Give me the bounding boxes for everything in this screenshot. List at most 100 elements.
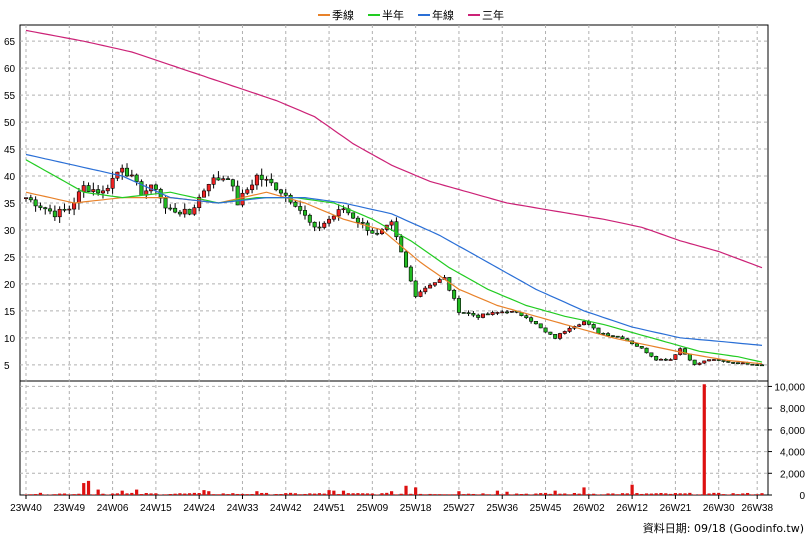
volume-bar-90 [457, 491, 461, 495]
candle-body-2 [33, 199, 38, 207]
volume-bar-128 [640, 493, 644, 495]
volume-bar-12 [82, 483, 86, 495]
candle-body-36 [197, 196, 202, 208]
volume-bar-137 [683, 493, 687, 495]
volume-bar-114 [572, 492, 576, 495]
volume-bar-69 [356, 493, 360, 495]
volume-bar-80 [409, 493, 413, 495]
volume-bar-65 [337, 494, 341, 495]
candle-body-115 [577, 324, 582, 327]
candle-body-32 [177, 211, 182, 215]
candle-body-129 [644, 347, 649, 354]
volume-bar-141 [702, 384, 706, 495]
volume-bar-61 [317, 493, 322, 495]
x-tick-label-3: 24W15 [140, 503, 172, 514]
candle-body-35 [192, 207, 197, 215]
candle-body-144 [716, 359, 721, 361]
candle-body-38 [206, 184, 211, 192]
volume-bar-127 [635, 493, 639, 495]
price-tick-label-9: 50 [4, 118, 16, 129]
candle-body-122 [610, 335, 615, 337]
volume-bar-87 [442, 494, 447, 495]
volume-bar-32 [178, 493, 182, 495]
candle-body-53 [278, 189, 283, 194]
candle-body-14 [91, 189, 96, 192]
volume-bar-96 [486, 494, 490, 495]
x-tick-label-2: 24W06 [97, 503, 129, 514]
volume-bar-91 [462, 494, 466, 495]
candle-body-139 [692, 359, 697, 365]
volume-tick-label-4: 8,000 [780, 404, 805, 415]
candle-body-44 [235, 185, 240, 206]
volume-bar-149 [741, 493, 745, 495]
candle-body-133 [663, 358, 668, 361]
candle-body-34 [187, 208, 192, 215]
candle-body-62 [322, 222, 327, 228]
volume-bar-105 [529, 494, 533, 495]
candle-body-51 [269, 178, 274, 184]
volume-bar-126 [630, 484, 634, 495]
volume-bar-35 [192, 492, 196, 495]
data-date-footer: 資料日期: 09/18 (Goodinfo.tw) [643, 521, 804, 535]
volume-bar-107 [539, 493, 543, 495]
volume-bar-88 [447, 494, 451, 495]
candle-body-39 [211, 177, 216, 185]
candle-body-147 [731, 362, 736, 364]
candle-body-23 [134, 174, 139, 182]
candle-body-131 [654, 356, 659, 361]
volume-bar-95 [481, 493, 485, 495]
volume-bar-72 [370, 493, 374, 495]
volume-bar-153 [760, 493, 764, 495]
price-tick-label-10: 55 [4, 91, 16, 102]
x-tick-label-12: 25W45 [530, 503, 562, 514]
candle-body-56 [293, 201, 298, 207]
volume-bar-39 [212, 494, 216, 495]
candle-body-138 [687, 353, 692, 361]
candle-body-132 [658, 358, 663, 361]
volume-bar-71 [365, 493, 370, 495]
volume-bar-27 [154, 493, 158, 495]
volume-bar-75 [385, 492, 389, 495]
candle-body-106 [533, 321, 538, 325]
x-tick-label-11: 25W36 [486, 503, 518, 514]
series-line-3 [25, 29, 763, 269]
candle-body-104 [524, 315, 529, 319]
volume-bar-150 [745, 492, 750, 495]
volume-bar-125 [625, 493, 629, 495]
candle-body-120 [601, 332, 606, 335]
volume-bar-40 [216, 494, 221, 495]
candle-body-118 [591, 324, 596, 329]
candle-body-86 [437, 279, 442, 283]
volume-bar-38 [207, 491, 211, 495]
volume-bar-62 [322, 493, 326, 495]
candle-body-119 [596, 327, 601, 334]
candle-body-52 [274, 182, 279, 191]
candle-body-21 [125, 167, 130, 177]
candle-body-17 [105, 187, 110, 192]
volume-bar-124 [620, 493, 625, 495]
candle-body-65 [336, 209, 341, 217]
candle-body-135 [673, 354, 678, 360]
candle-body-78 [399, 236, 404, 253]
volume-bar-25 [144, 493, 148, 495]
series-line-1 [25, 159, 763, 363]
volume-bar-108 [543, 492, 548, 495]
volume-bar-79 [404, 485, 408, 495]
candle-body-40 [216, 177, 221, 181]
candle-body-42 [226, 178, 231, 180]
volume-bar-63 [327, 490, 331, 495]
volume-bar-81 [414, 487, 418, 495]
candle-body-94 [476, 314, 481, 318]
candle-body-58 [303, 210, 308, 216]
volume-bar-151 [750, 494, 754, 495]
candle-body-69 [355, 217, 360, 223]
volume-bar-122 [611, 493, 615, 495]
volume-bar-48 [255, 491, 259, 495]
volume-bar-145 [721, 494, 726, 495]
volume-panel-frame [19, 380, 769, 496]
volume-bar-70 [361, 493, 365, 495]
candle-body-109 [548, 331, 553, 335]
x-tick-label-10: 25W27 [443, 503, 475, 514]
volume-bar-64 [332, 490, 336, 495]
